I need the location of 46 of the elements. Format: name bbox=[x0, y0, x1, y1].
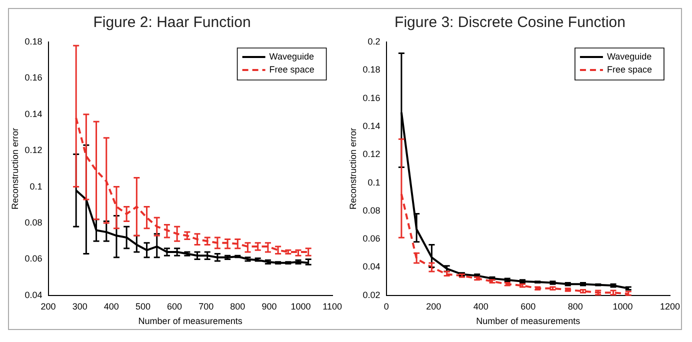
y-tick-label: 0.16 bbox=[362, 92, 380, 103]
chart-title: Figure 2: Haar Function bbox=[93, 14, 251, 32]
x-tick-label: 1200 bbox=[660, 301, 680, 312]
x-tick-label: 400 bbox=[104, 301, 119, 312]
x-tick-label: 600 bbox=[167, 301, 182, 312]
y-axis-title: Reconstruction error bbox=[10, 128, 20, 210]
chart-title: Figure 3: Discrete Cosine Function bbox=[394, 14, 626, 32]
y-tick-label: 0.14 bbox=[362, 120, 380, 131]
x-tick-label: 200 bbox=[40, 301, 56, 312]
legend-label: Free space bbox=[269, 64, 314, 74]
x-tick-label: 900 bbox=[262, 301, 277, 312]
x-tick-label: 500 bbox=[135, 301, 150, 312]
y-tick-label: 0.2 bbox=[368, 36, 380, 46]
y-tick-label: 0.14 bbox=[24, 108, 42, 119]
y-tick-label: 0.12 bbox=[362, 149, 380, 160]
x-axis-title: Number of measurements bbox=[476, 316, 581, 326]
y-tick-label: 0.18 bbox=[24, 36, 42, 46]
x-tick-label: 600 bbox=[520, 301, 536, 312]
y-axis-title: Reconstruction error bbox=[348, 128, 358, 210]
x-tick-label: 400 bbox=[473, 301, 488, 312]
x-tick-label: 800 bbox=[568, 301, 583, 312]
y-tick-label: 0.04 bbox=[362, 262, 380, 272]
x-tick-label: 1100 bbox=[322, 301, 342, 312]
y-tick-label: 0.12 bbox=[24, 145, 42, 156]
legend-label: Free space bbox=[606, 64, 652, 74]
x-axis-title: Number of measurements bbox=[138, 316, 243, 326]
x-tick-label: 1000 bbox=[612, 301, 633, 312]
y-tick-label: 0.08 bbox=[24, 217, 42, 228]
y-tick-label: 0.04 bbox=[24, 290, 42, 300]
y-tick-label: 0.16 bbox=[24, 72, 42, 83]
y-tick-label: 0.06 bbox=[362, 234, 380, 244]
x-tick-label: 1000 bbox=[290, 301, 311, 312]
point bbox=[443, 270, 451, 276]
legend-label: Waveguide bbox=[269, 51, 314, 62]
x-tick-label: 800 bbox=[230, 301, 246, 312]
y-tick-label: 0.06 bbox=[24, 254, 42, 264]
legend-label: Waveguide bbox=[606, 51, 652, 62]
x-tick-label: 300 bbox=[72, 301, 88, 312]
y-tick-label: 0.1 bbox=[30, 181, 42, 192]
y-tick-label: 0.1 bbox=[368, 177, 380, 188]
y-tick-label: 0.08 bbox=[362, 205, 380, 216]
x-tick-label: 200 bbox=[426, 301, 442, 312]
x-tick-label: 0 bbox=[384, 301, 389, 312]
y-tick-label: 0.02 bbox=[362, 290, 380, 300]
x-tick-label: 700 bbox=[198, 301, 214, 312]
y-tick-label: 0.18 bbox=[362, 64, 380, 75]
